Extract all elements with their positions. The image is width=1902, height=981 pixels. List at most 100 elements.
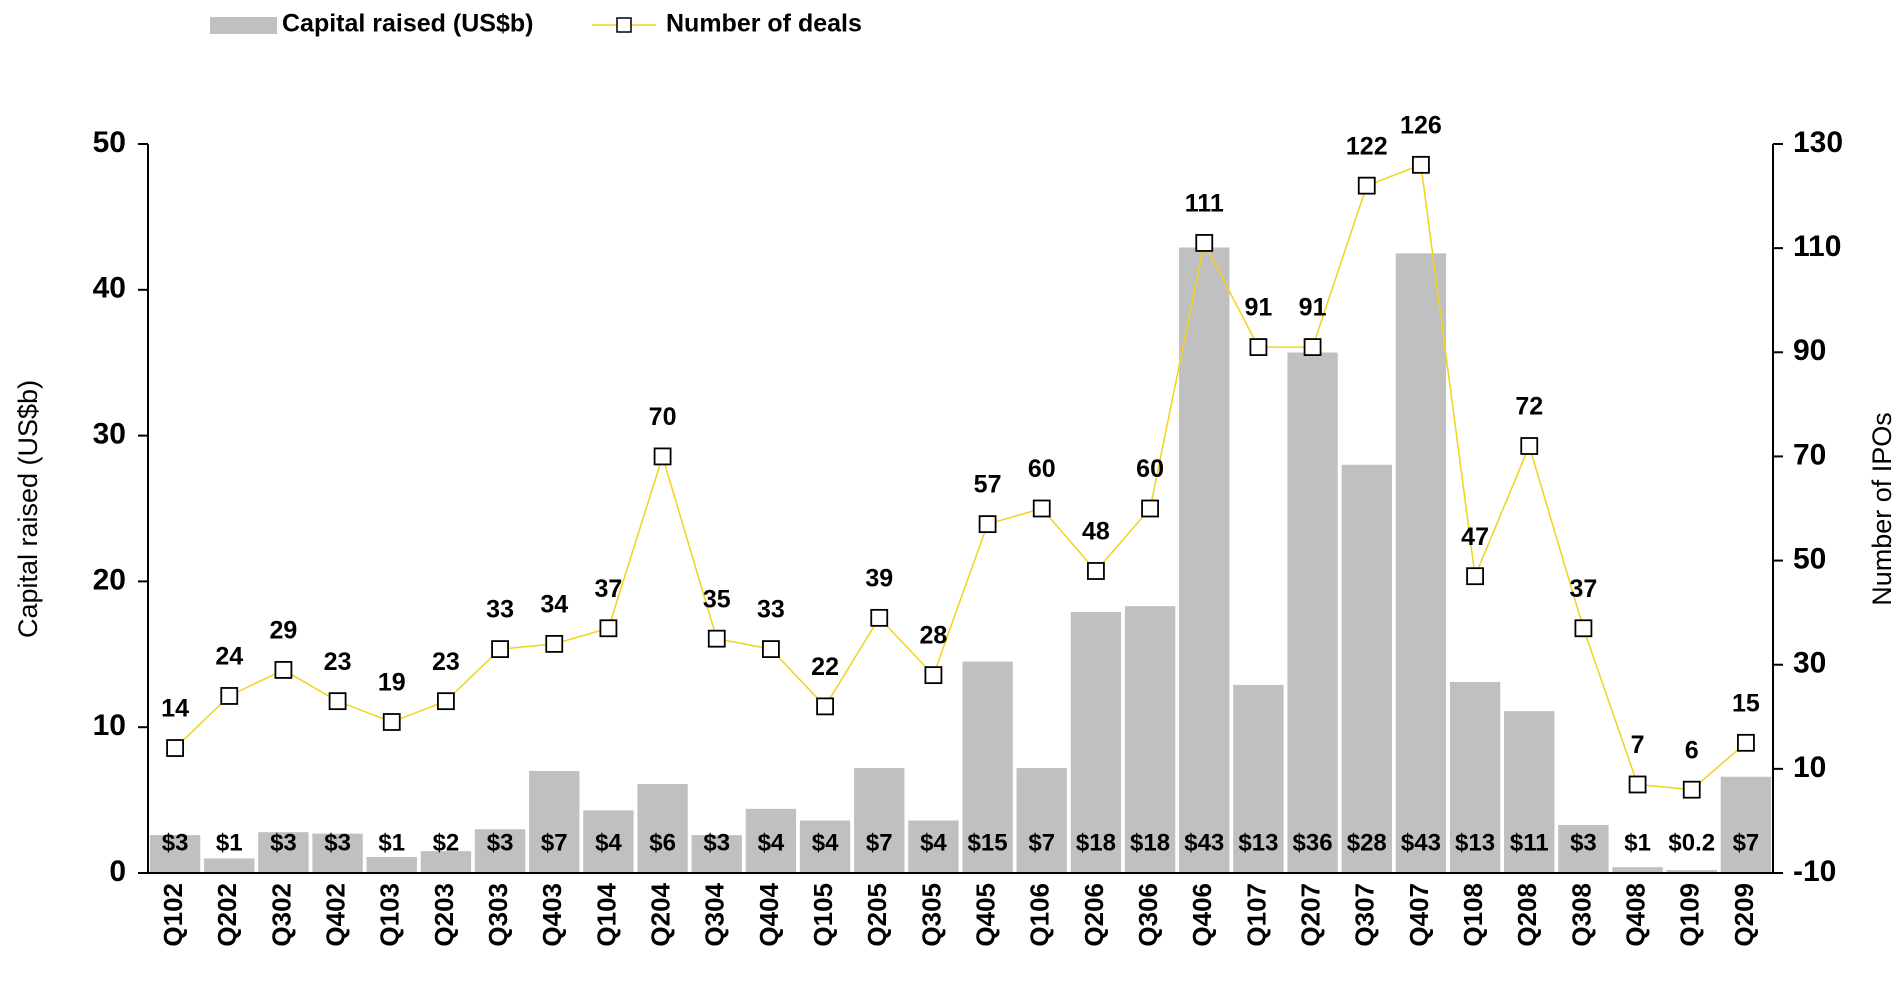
bar — [312, 833, 363, 873]
bar-value-label: $18 — [1076, 829, 1116, 856]
bar-value-label: $3 — [1570, 829, 1597, 856]
point-value-label: 23 — [324, 648, 352, 676]
marker — [1249, 338, 1268, 356]
line — [174, 163, 1747, 791]
x-tick-label: Q209 — [1729, 883, 1759, 947]
point-value-label: 72 — [1515, 393, 1543, 421]
marker — [1520, 437, 1539, 455]
bar — [583, 810, 634, 873]
x-tick-label: Q307 — [1350, 883, 1380, 947]
bar-value-label: $0.2 — [1668, 829, 1715, 856]
bar — [1016, 768, 1067, 873]
x-tick-label: Q306 — [1133, 883, 1163, 947]
x-tick-label: Q207 — [1295, 883, 1325, 947]
x-tick-label: Q204 — [645, 882, 675, 946]
y-tick-label: 10 — [93, 709, 126, 742]
bar — [1449, 682, 1501, 873]
y-axis-title: Capital raised (US$b) — [13, 380, 43, 638]
marker — [1357, 176, 1376, 195]
point-value-label: 48 — [1082, 518, 1110, 546]
point-value-label: 111 — [1185, 190, 1224, 218]
bar — [1504, 711, 1555, 873]
x-tick-label: Q302 — [266, 883, 296, 947]
x-tick-label: Q407 — [1404, 883, 1434, 947]
y2-tick-label: 30 — [1793, 647, 1826, 680]
legend-swatch — [210, 17, 277, 34]
bar — [1233, 684, 1284, 873]
x-tick-label: Q402 — [320, 883, 350, 947]
x-tick-label: Q102 — [158, 883, 188, 947]
point-value-label: 37 — [1570, 575, 1598, 603]
marker — [545, 634, 564, 653]
marker — [1032, 499, 1051, 518]
marker — [599, 619, 618, 638]
bar-value-label: $13 — [1455, 829, 1495, 856]
y-tick-label: 20 — [93, 563, 126, 596]
marker — [1574, 619, 1593, 638]
bar-value-label: $7 — [1028, 829, 1055, 856]
marker — [328, 692, 347, 711]
x-tick-label: Q107 — [1241, 883, 1271, 947]
point-value-label: 60 — [1136, 455, 1164, 483]
bar — [962, 661, 1013, 873]
bar — [366, 856, 417, 873]
bar — [1720, 776, 1772, 873]
bar-value-label: $3 — [324, 829, 351, 856]
marker — [1737, 733, 1755, 752]
marker — [1141, 499, 1159, 518]
bar-value-label: $7 — [866, 829, 893, 856]
x-tick-label: Q205 — [862, 883, 892, 947]
point-value-label: 33 — [486, 596, 514, 624]
marker — [653, 447, 672, 466]
bar-value-label: $43 — [1401, 829, 1441, 856]
y-tick-label: 40 — [93, 272, 126, 305]
bar-value-label: $36 — [1293, 829, 1333, 856]
marker — [924, 666, 943, 685]
legend-marker — [616, 17, 632, 33]
bar-value-label: $6 — [649, 829, 676, 856]
y2-tick-label: 130 — [1793, 126, 1843, 159]
marker — [1682, 780, 1701, 799]
bar-value-label: $1 — [378, 829, 405, 856]
bar — [1124, 606, 1176, 873]
bar-value-label: $1 — [216, 829, 243, 856]
point-value-label: 60 — [1028, 455, 1056, 483]
y-tick-label: 0 — [109, 855, 126, 888]
point-value-label: 57 — [974, 471, 1002, 499]
point-value-label: 70 — [649, 403, 677, 431]
bar — [1341, 464, 1392, 873]
y-tick-label: 30 — [93, 418, 126, 451]
point-value-label: 35 — [703, 585, 731, 613]
point-value-label: 33 — [757, 596, 785, 624]
y2-axis-title: Number of IPOs — [1867, 412, 1897, 606]
marker — [1195, 234, 1214, 252]
bar — [691, 835, 742, 873]
bar — [258, 832, 309, 873]
x-tick-label: Q406 — [1187, 883, 1217, 947]
bar-value-label: $15 — [968, 829, 1008, 856]
marker — [382, 713, 401, 731]
bar-value-label: $3 — [270, 829, 297, 856]
bar-value-label: $3 — [703, 829, 730, 856]
marker — [1466, 567, 1484, 586]
bar — [1287, 352, 1338, 873]
y2-tick-label: -10 — [1793, 855, 1836, 888]
bar — [637, 784, 688, 873]
point-value-label: 15 — [1732, 689, 1760, 717]
bar-value-label: $3 — [487, 829, 514, 856]
bar — [1070, 612, 1122, 873]
marker — [1628, 775, 1647, 794]
x-tick-label: Q403 — [537, 883, 567, 947]
x-tick-label: Q408 — [1620, 883, 1650, 947]
y2-tick-label: 90 — [1793, 334, 1826, 367]
point-value-label: 34 — [540, 590, 568, 618]
marker — [220, 687, 239, 705]
bar-value-label: $1 — [1624, 829, 1651, 856]
y2-tick-label: 110 — [1793, 230, 1841, 263]
x-tick-label: Q106 — [1025, 883, 1055, 947]
bar-value-label: $7 — [541, 829, 568, 856]
bar — [908, 820, 959, 873]
bar — [474, 829, 526, 873]
x-tick-label: Q206 — [1079, 883, 1109, 947]
